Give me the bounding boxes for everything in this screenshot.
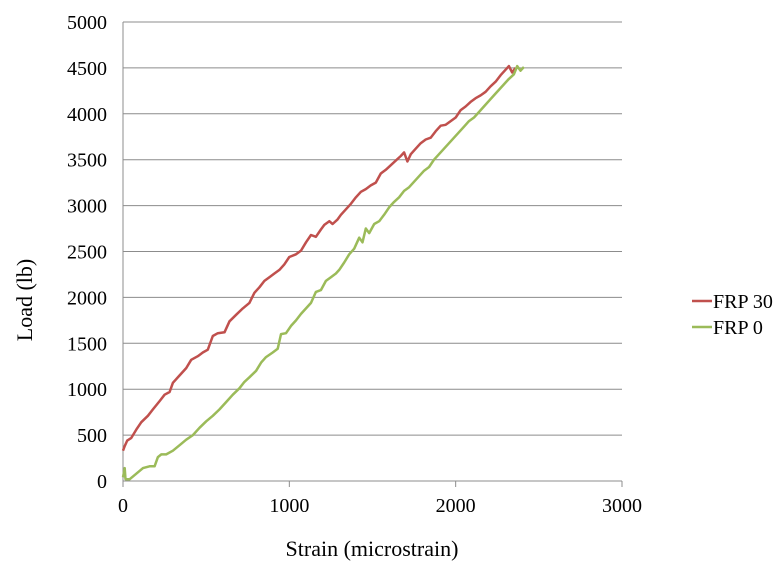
x-tick-label: 2000 bbox=[436, 495, 476, 517]
x-axis-label: Strain (microstrain) bbox=[286, 536, 459, 561]
x-tick-label: 3000 bbox=[602, 495, 642, 517]
y-tick-label: 1500 bbox=[67, 333, 107, 355]
axes bbox=[122, 22, 623, 487]
series-line-frp-0 bbox=[121, 64, 525, 481]
y-tick-label: 3000 bbox=[67, 196, 107, 218]
y-axis-label: Load (lb) bbox=[12, 259, 37, 341]
y-tick-label: 0 bbox=[97, 471, 107, 493]
data-series bbox=[121, 64, 525, 481]
y-tick-label: 4000 bbox=[67, 104, 107, 126]
y-tick-label: 1000 bbox=[67, 379, 107, 401]
y-tick-label: 2500 bbox=[67, 242, 107, 264]
y-tick-label: 5000 bbox=[67, 12, 107, 34]
legend-label-frp-0: FRP 0 bbox=[713, 317, 763, 339]
x-tick-label: 1000 bbox=[269, 495, 309, 517]
y-tick-label: 500 bbox=[77, 425, 107, 447]
x-tick-labels: 0 1000 2000 3000 bbox=[118, 495, 642, 517]
x-tick-label: 0 bbox=[118, 495, 128, 517]
legend-label-frp-30: FRP 30 bbox=[713, 291, 773, 313]
y-tick-labels: 0 500 1000 1500 2000 2500 3000 3500 4000 4500 5000 bbox=[67, 12, 107, 493]
y-tick-label: 4500 bbox=[67, 58, 107, 80]
horizontal-gridlines bbox=[123, 21, 622, 436]
series-line-frp-30 bbox=[121, 64, 517, 452]
y-tick-label: 3500 bbox=[67, 150, 107, 172]
y-tick-label: 2000 bbox=[67, 287, 107, 309]
legend: FRP 30 FRP 0 bbox=[692, 291, 773, 339]
